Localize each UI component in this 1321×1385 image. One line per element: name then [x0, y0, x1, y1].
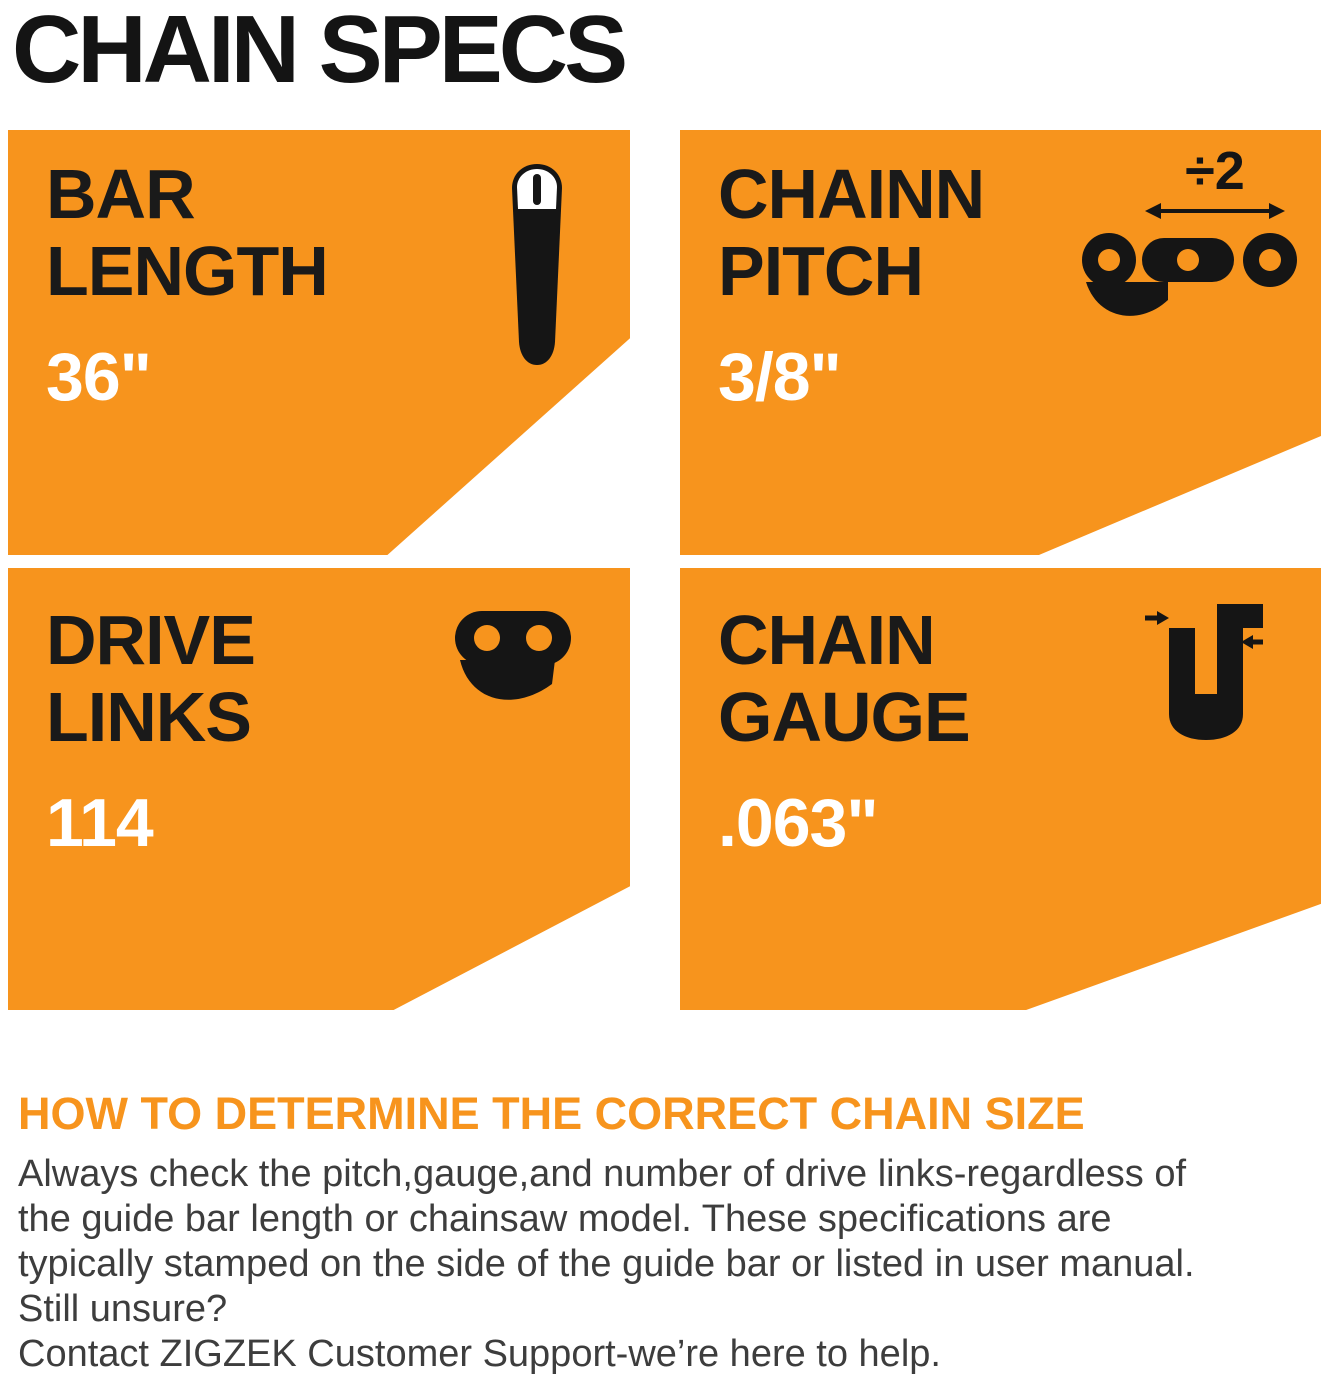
drive-link-icon [454, 610, 572, 728]
how-to-paragraph: Always check the pitch,gauge,and number … [18, 1152, 1313, 1377]
spec-label-line: BAR [46, 155, 196, 233]
spec-value-chain-pitch: 3/8" [718, 339, 842, 415]
spec-label-chain-pitch: CHAINN PITCH [718, 156, 1321, 310]
spec-value-bar-length: 36" [46, 339, 152, 415]
chain-gauge-icon [1145, 598, 1263, 740]
double-arrow-icon [1145, 203, 1285, 219]
spec-label-line: LINKS [46, 678, 252, 756]
spec-label-line: CHAIN [718, 601, 936, 679]
spec-label-chain-gauge: CHAIN GAUGE [718, 602, 1321, 756]
chain-links-icon [1082, 233, 1297, 316]
spec-label-line: CHAINN [718, 155, 985, 233]
spec-panel-chain-gauge: CHAIN GAUGE .063" [680, 568, 1321, 1010]
spec-panel-bar-length: BAR LENGTH 36" [8, 130, 630, 555]
how-to-line: Still unsure? [18, 1288, 228, 1330]
spec-value-chain-gauge: .063" [718, 785, 879, 861]
spec-label-bar-length: BAR LENGTH [46, 156, 630, 310]
spec-panel-drive-links: DRIVE LINKS 114 [8, 568, 630, 1010]
spec-label-line: DRIVE [46, 601, 256, 679]
spec-panel-chain-pitch: CHAINN PITCH 3/8" ÷2 [680, 130, 1321, 555]
how-to-heading: HOW TO DETERMINE THE CORRECT CHAIN SIZE [18, 1088, 1085, 1139]
chain-pitch-icon: ÷2 [1082, 144, 1297, 335]
how-to-line: the guide bar length or chainsaw model. … [18, 1198, 1112, 1240]
spec-label-drive-links: DRIVE LINKS [46, 602, 630, 756]
spec-label-line: LENGTH [46, 232, 329, 310]
spec-label-line: GAUGE [718, 678, 971, 756]
spec-value-drive-links: 114 [46, 785, 154, 861]
divide-by-two-label: ÷2 [1185, 141, 1245, 201]
how-to-line: Contact ZIGZEK Customer Support-we’re he… [18, 1333, 941, 1375]
page-title: CHAIN SPECS [12, 0, 628, 103]
pitch-measure-annotation: ÷2 [1140, 144, 1290, 222]
how-to-line: Always check the pitch,gauge,and number … [18, 1153, 1187, 1195]
spec-label-line: PITCH [718, 232, 924, 310]
guide-bar-icon [508, 162, 566, 367]
how-to-line: typically stamped on the side of the gui… [18, 1243, 1195, 1285]
